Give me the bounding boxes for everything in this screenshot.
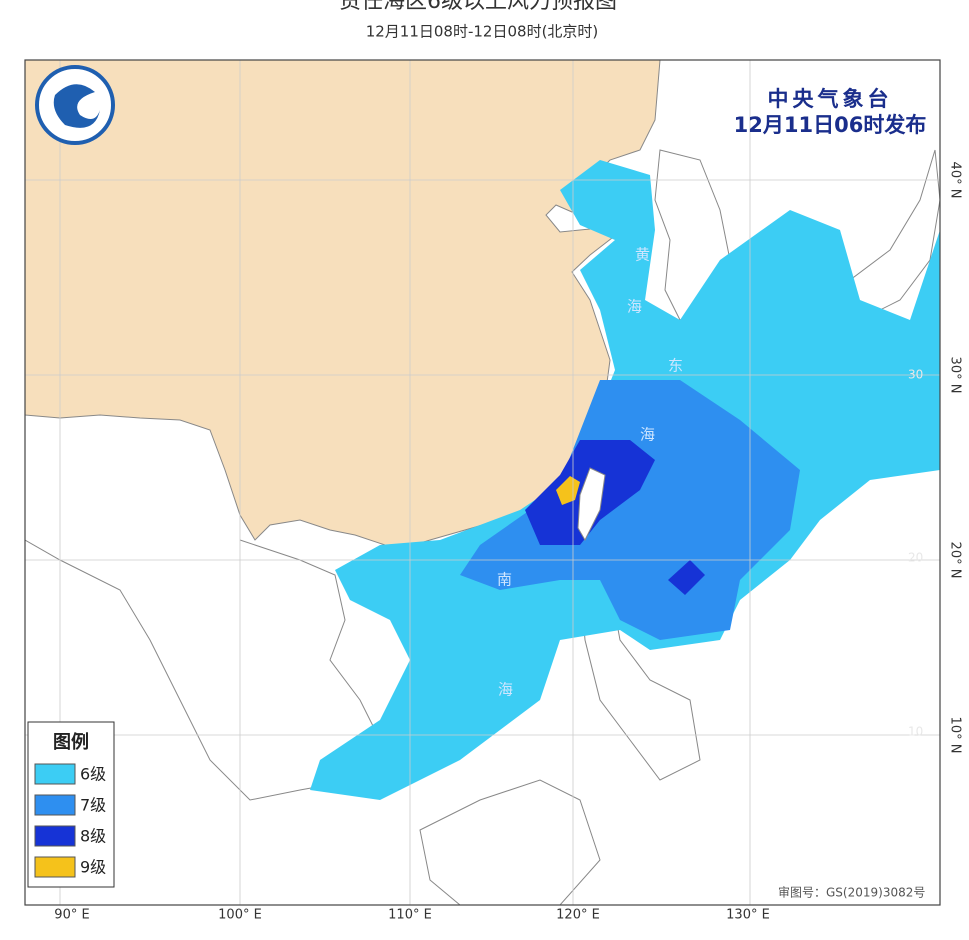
title: 责任海区6级以上风力预报图 bbox=[339, 0, 617, 14]
sea-label: 东 bbox=[668, 357, 683, 375]
sea-label: 黄 bbox=[635, 246, 650, 264]
issued-time: 12月11日06时发布 bbox=[734, 113, 927, 137]
legend-label: 6级 bbox=[80, 765, 106, 784]
wind-area bbox=[460, 380, 800, 640]
lon-label: 130° E bbox=[726, 908, 770, 923]
lon-label: 110° E bbox=[388, 908, 432, 923]
legend-label: 7级 bbox=[80, 796, 106, 815]
legend-label: 8级 bbox=[80, 827, 106, 846]
lat-label: 20° N bbox=[948, 542, 963, 579]
subtitle: 12月11日08时-12日08时(北京时) bbox=[366, 23, 599, 41]
legend-label: 9级 bbox=[80, 858, 106, 877]
graticule bbox=[25, 60, 940, 905]
map-body: 黄 海 东 海 南 海 30 20 10 中央气象台 12月11日06时发布 审… bbox=[25, 60, 940, 905]
lon-label: 120° E bbox=[556, 908, 600, 923]
legend-swatch bbox=[34, 763, 76, 785]
issuer-name: 中央气象台 bbox=[768, 87, 893, 111]
wind-area bbox=[668, 560, 705, 595]
land-borneo bbox=[419, 779, 601, 905]
lon-label: 90° E bbox=[54, 908, 89, 923]
lat-label: 30° N bbox=[948, 357, 963, 394]
lon-label: 100° E bbox=[218, 908, 262, 923]
legend-title: 图例 bbox=[53, 731, 89, 753]
lat-label: 10° N bbox=[948, 717, 963, 754]
sea-label: 南 bbox=[497, 571, 512, 589]
sea-label: 海 bbox=[627, 298, 642, 316]
grid-label: 10 bbox=[908, 725, 923, 739]
wind-area bbox=[556, 476, 580, 505]
grid-label: 20 bbox=[908, 551, 923, 565]
legend: 图例 6级 7级 8级 9级 bbox=[27, 721, 115, 888]
approval-number: 审图号：GS(2019)3082号 bbox=[778, 885, 925, 900]
map-frame bbox=[24, 59, 941, 906]
sea-label: 海 bbox=[640, 426, 655, 444]
sea-label: 海 bbox=[498, 681, 513, 699]
lat-label: 40° N bbox=[948, 162, 963, 199]
legend-swatch bbox=[34, 825, 76, 847]
legend-swatch bbox=[34, 856, 76, 878]
logo-mark bbox=[53, 84, 100, 128]
grid-label: 30 bbox=[908, 368, 923, 382]
legend-swatch bbox=[34, 794, 76, 816]
land-taiwan bbox=[577, 467, 606, 542]
